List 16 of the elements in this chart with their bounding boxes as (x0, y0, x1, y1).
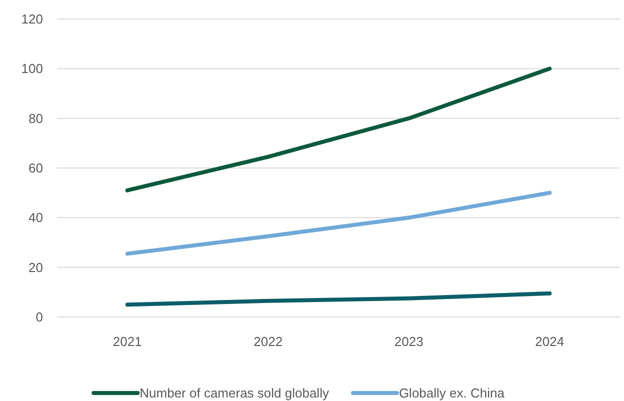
y-tick-label: 60 (28, 160, 43, 176)
x-tick-label: 2024 (535, 334, 564, 349)
y-tick-label: 100 (21, 61, 43, 76)
legend-label: Globally ex. China (398, 386, 506, 401)
y-tick-label: 80 (28, 110, 43, 126)
line-series (125, 291, 552, 307)
y-tick-label: 40 (28, 210, 43, 226)
y-tick-label: 0 (36, 310, 43, 325)
y-tick-label: 120 (21, 12, 43, 27)
x-tick-label: 2021 (112, 334, 142, 349)
legend-label: Number of cameras sold globally (140, 386, 330, 401)
line-series (125, 190, 552, 256)
x-tick-label: 2023 (394, 334, 424, 349)
x-tick-label: 2022 (254, 334, 283, 349)
y-tick-label: 20 (28, 260, 43, 275)
line-series (125, 66, 552, 192)
